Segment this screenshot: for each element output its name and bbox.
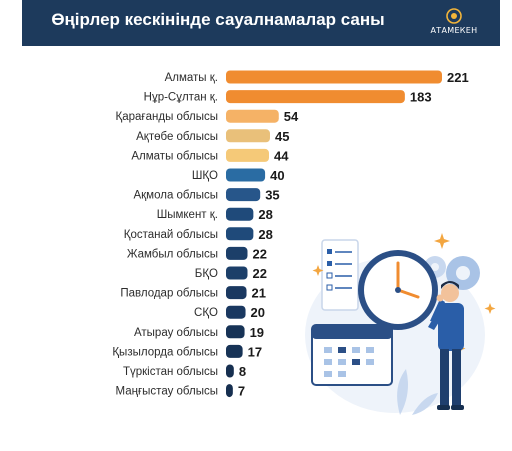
bar — [226, 188, 261, 202]
category-label: Нұр-Сұлтан қ. — [144, 92, 218, 104]
category-label: СҚО — [194, 307, 218, 319]
clock-icon — [358, 250, 438, 330]
value-label: 44 — [274, 148, 289, 163]
value-label: 17 — [248, 344, 262, 359]
atameken-logo-icon — [446, 8, 462, 24]
category-label: Қызылорда облысы — [112, 346, 218, 358]
category-label: Қостанай облысы — [124, 229, 218, 241]
bar — [226, 129, 270, 143]
calendar-icon — [311, 324, 393, 386]
bar — [226, 384, 233, 398]
category-label: Маңғыстау облысы — [116, 386, 218, 398]
bar — [226, 148, 270, 162]
category-label: ШҚО — [192, 170, 218, 182]
category-label: Атырау облысы — [134, 327, 218, 339]
plant-icon — [397, 369, 438, 415]
value-label: 22 — [253, 266, 267, 281]
bar — [226, 246, 248, 260]
bar — [226, 305, 246, 319]
value-label: 28 — [258, 207, 272, 222]
category-label: Жамбыл облысы — [127, 248, 218, 260]
category-label: Шымкент қ. — [157, 209, 218, 221]
bar — [226, 109, 279, 123]
value-label: 28 — [258, 227, 272, 242]
bar — [226, 286, 247, 300]
value-label: 20 — [251, 305, 265, 320]
value-label: 221 — [447, 70, 469, 85]
bar — [226, 325, 245, 339]
category-label: Алматы облысы — [131, 150, 218, 162]
category-label: Павлодар облысы — [120, 288, 218, 300]
category-label: БҚО — [195, 268, 218, 280]
value-label: 54 — [284, 109, 299, 124]
header-banner: Өңірлер кескінінде сауалнамалар саны АТА… — [22, 0, 500, 46]
value-label: 35 — [265, 188, 279, 203]
category-label: Алматы қ. — [165, 72, 218, 84]
category-label: Қарағанды облысы — [116, 111, 218, 123]
value-label: 40 — [270, 168, 284, 183]
illustration — [305, 233, 496, 415]
value-label: 8 — [239, 364, 246, 379]
category-label: Түркістан облысы — [123, 366, 218, 378]
bar — [226, 227, 254, 241]
chart-title: Өңірлер кескінінде сауалнамалар саны — [51, 10, 385, 29]
value-label: 22 — [253, 246, 267, 261]
atameken-logo: АТАМЕКЕН — [426, 6, 482, 40]
bar — [226, 90, 405, 104]
bar — [226, 364, 234, 378]
value-label: 45 — [275, 129, 289, 144]
person-icon — [428, 281, 464, 410]
bar — [226, 70, 442, 84]
category-label: Ақмола облысы — [133, 190, 218, 202]
category-label: Ақтөбе облысы — [136, 131, 218, 143]
bar — [226, 168, 266, 182]
value-label: 7 — [238, 384, 245, 399]
bar — [226, 207, 254, 221]
bar — [226, 266, 248, 280]
logo-text: АТАМЕКЕН — [430, 26, 478, 35]
value-label: 21 — [252, 286, 266, 301]
bar — [226, 344, 243, 358]
value-label: 19 — [250, 325, 264, 340]
checklist-icon — [321, 239, 359, 311]
value-label: 183 — [410, 90, 432, 105]
